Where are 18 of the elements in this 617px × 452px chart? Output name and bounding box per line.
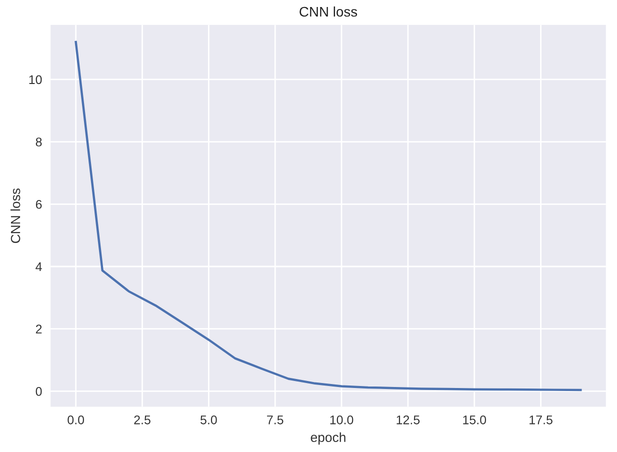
y-tick-label: 2 xyxy=(36,324,42,334)
x-axis-title: epoch xyxy=(310,432,346,445)
y-tick-label: 4 xyxy=(36,262,42,272)
x-tick-label: 15.0 xyxy=(463,415,486,424)
y-tick-label: 8 xyxy=(36,138,42,146)
x-tick-label: 12.5 xyxy=(396,415,420,424)
x-tick-label: 2.5 xyxy=(134,415,150,424)
y-tick-label: 6 xyxy=(36,200,42,209)
y-tick-label: 0 xyxy=(36,387,42,396)
y-tick-label: 10 xyxy=(29,75,42,84)
x-tick-label: 7.5 xyxy=(267,416,284,424)
x-tick-label: 0.0 xyxy=(68,415,84,424)
x-tick-label: 5.0 xyxy=(200,415,217,424)
chart-title: CNN loss xyxy=(300,6,358,17)
y-axis-title: CNN loss xyxy=(10,188,20,244)
x-tick-label: 10.0 xyxy=(330,415,354,424)
x-tick-label: 17.5 xyxy=(530,416,552,424)
line-series xyxy=(74,40,582,392)
